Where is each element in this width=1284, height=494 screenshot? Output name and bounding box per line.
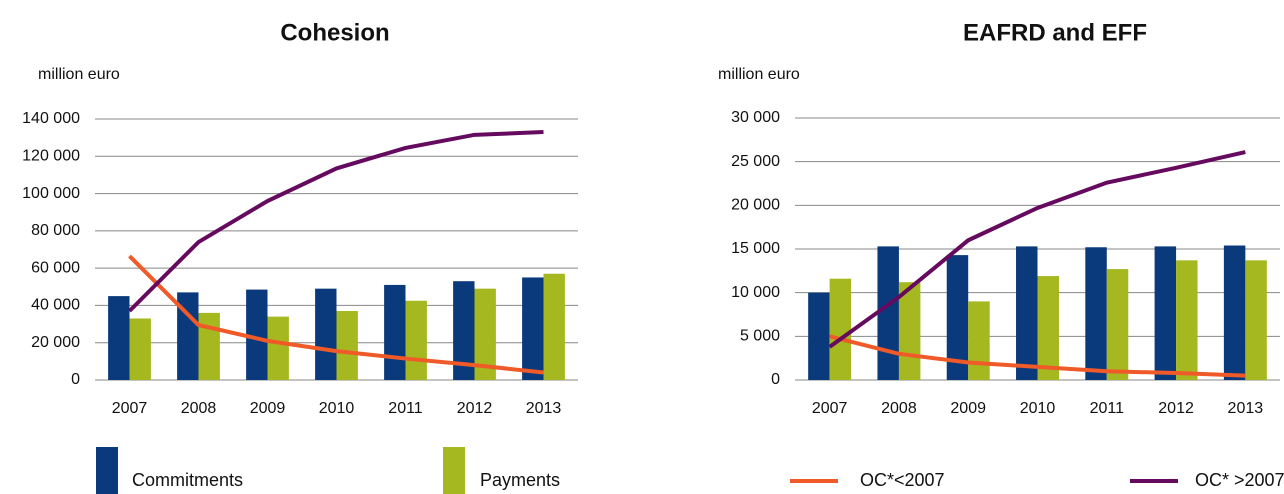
legend-label: OC* >2007 [1195,470,1284,490]
bar [1016,246,1038,380]
bar [453,281,475,380]
bar [384,284,406,380]
y-tick-label: 100 000 [22,185,80,202]
x-tick-label: 2010 [1020,400,1056,417]
y-tick-label: 40 000 [31,297,80,314]
y-tick-label: 60 000 [31,259,80,276]
bar [405,300,427,380]
line [128,254,544,375]
bar [246,289,268,380]
x-tick-label: 2007 [812,400,848,417]
y-tick-label: 25 000 [731,153,780,170]
chart-title: EAFRD and EFF [963,19,1147,46]
y-axis-label: million euro [718,66,800,83]
x-tick-label: 2008 [881,400,917,417]
x-tick-label: 2011 [388,400,423,417]
bar [1085,247,1107,380]
bar [808,292,830,380]
bar [1154,246,1177,380]
x-tick-label: 2011 [1090,400,1125,417]
legend-swatch [443,447,465,494]
x-tick-label: 2008 [181,400,217,417]
y-tick-label: 140 000 [22,110,80,127]
x-tick-label: 2007 [112,400,148,417]
y-tick-label: 80 000 [31,222,80,239]
bar [946,255,969,380]
y-tick-label: 15 000 [731,240,780,257]
legend-swatch [96,447,118,494]
x-tick-label: 2013 [526,400,562,417]
bar [1245,260,1267,380]
line [828,150,1246,349]
bar [1037,276,1059,380]
x-tick-label: 2010 [319,400,355,417]
line [829,334,1246,378]
y-tick-label: 10 000 [731,284,780,301]
bar [336,311,358,380]
bar [1223,245,1246,380]
y-tick-label: 0 [71,371,80,388]
y-tick-label: 20 000 [31,334,80,351]
y-tick-label: 5 000 [740,328,780,345]
bar [1106,269,1129,380]
x-tick-label: 2013 [1228,400,1264,417]
y-tick-label: 120 000 [22,148,80,165]
x-tick-label: 2009 [950,400,986,417]
y-axis-label: million euro [38,66,120,83]
bar [108,296,130,380]
x-tick-label: 2009 [250,400,286,417]
legend-label: OC*<2007 [860,470,945,490]
bar [968,301,990,380]
bar [543,273,565,380]
chart-title: Cohesion [280,19,389,46]
bar [877,246,899,380]
line [128,130,544,313]
y-tick-label: 0 [771,371,780,388]
legend-label: Payments [480,470,560,490]
bar [177,292,199,380]
bar [267,316,289,380]
bar [315,288,337,380]
x-tick-label: 2012 [1158,400,1194,417]
bar [129,318,151,380]
bar [1176,260,1198,380]
y-tick-label: 30 000 [731,109,780,126]
bar [474,288,496,380]
bar [829,278,852,380]
legend-label: Commitments [132,470,243,490]
bar [198,312,220,380]
x-tick-label: 2012 [457,400,493,417]
y-tick-label: 20 000 [731,197,780,214]
bar [522,277,544,380]
